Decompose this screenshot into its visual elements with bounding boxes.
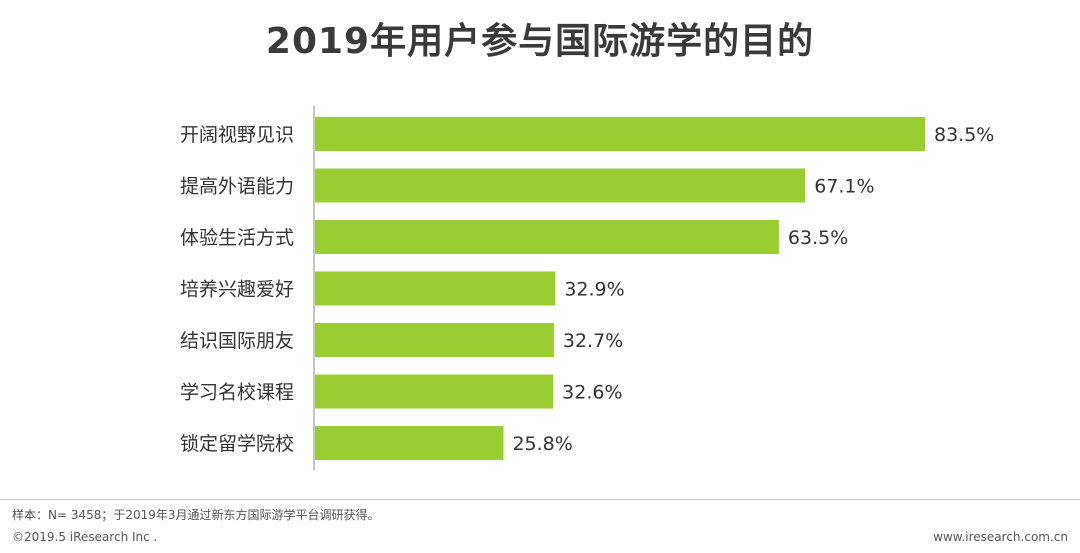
- value-label: 83.5%: [934, 124, 994, 146]
- value-label: 32.6%: [562, 382, 622, 404]
- category-label: 培养兴趣爱好: [180, 279, 294, 301]
- value-label: 63.5%: [788, 227, 848, 249]
- chart-title: 2019年用户参与国际游学的目的: [265, 21, 815, 62]
- value-label: 32.7%: [563, 330, 623, 352]
- category-label: 结识国际朋友: [180, 330, 294, 352]
- bar: [315, 220, 779, 254]
- bar: [315, 374, 554, 409]
- value-label: 32.9%: [564, 279, 624, 301]
- bar-chart: 开阔视野见识 83.5% 提高外语能力 67.1% 体验生活方式 63.5% 培养兴趣爱好 3…: [180, 106, 994, 470]
- website-link[interactable]: www.iresearch.com.cn: [933, 530, 1068, 544]
- category-label: 体验生活方式: [180, 227, 294, 249]
- bar: [315, 323, 554, 357]
- sample-note: 样本：N= 3458；于2019年3月通过新东方国际游学平台调研获得。: [12, 508, 380, 522]
- category-label: 锁定留学院校: [180, 433, 294, 455]
- category-label: 提高外语能力: [180, 176, 294, 198]
- value-label: 25.8%: [512, 433, 572, 455]
- footer-divider: [0, 499, 1080, 500]
- bar: [315, 271, 556, 306]
- category-label: 开阔视野见识: [180, 124, 294, 146]
- bar: [315, 426, 504, 460]
- bar: [315, 168, 806, 203]
- category-label: 学习名校课程: [180, 382, 294, 404]
- bar: [315, 117, 925, 151]
- value-label: 67.1%: [814, 176, 874, 198]
- copyright-text: ©2019.5 iResearch Inc .: [12, 530, 158, 544]
